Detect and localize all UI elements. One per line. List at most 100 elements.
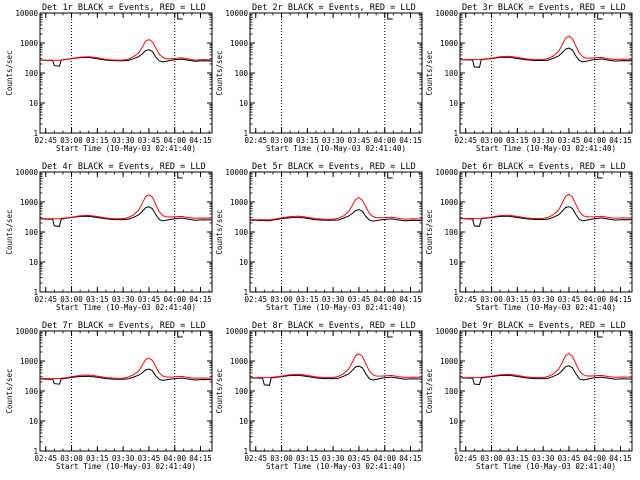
- y-tick-label: 10000: [225, 9, 248, 18]
- y-tick-label: 1000: [230, 39, 249, 48]
- x-tick-label: 04:15: [399, 454, 422, 463]
- y-axis-label: Counts/sec: [215, 209, 224, 254]
- y-tick-label: 1000: [230, 357, 249, 366]
- x-tick-label: 03:00: [480, 136, 503, 145]
- y-axis-label: Counts/sec: [425, 50, 434, 95]
- x-tick-label: 03:45: [138, 295, 161, 304]
- x-tick-label: 03:45: [558, 136, 581, 145]
- x-tick-label: 04:00: [583, 136, 606, 145]
- y-tick-label: 10: [449, 258, 459, 267]
- x-tick-label: 03:00: [60, 454, 83, 463]
- x-tick-label: 03:45: [348, 295, 371, 304]
- detector-panel: Det 4r BLACK = Events, RED = LLD 1 10 100 10…: [5, 162, 213, 312]
- x-tick-label: 02:45: [244, 295, 267, 304]
- interval-bracket: [597, 331, 603, 338]
- y-tick-label: 10: [29, 99, 39, 108]
- x-tick-label: 04:15: [609, 454, 632, 463]
- interval-bracket: [177, 331, 183, 338]
- x-axis-label: Start Time (10-May-03 02:41:40): [266, 144, 406, 153]
- y-tick-label: 10000: [435, 327, 458, 336]
- events-series-line: [249, 365, 423, 386]
- x-tick-label: 03:45: [138, 454, 161, 463]
- y-tick-label: 1: [243, 288, 248, 297]
- panel-title: Det 2r BLACK = Events, RED = LLD: [252, 3, 416, 13]
- events-series-line: [459, 47, 633, 68]
- x-tick-label: 03:00: [60, 136, 83, 145]
- y-tick-label: 100: [234, 228, 248, 237]
- plot-frame: [249, 12, 423, 134]
- x-tick-label: 03:15: [506, 295, 529, 304]
- y-axis-label: Counts/sec: [425, 209, 434, 254]
- interval-bracket: [387, 331, 393, 338]
- y-tick-label: 10: [239, 99, 249, 108]
- x-tick-label: 03:00: [270, 295, 293, 304]
- y-tick-label: 1000: [20, 357, 39, 366]
- events-series-line: [39, 206, 213, 227]
- y-tick-label: 10: [239, 417, 249, 426]
- x-tick-label: 03:15: [86, 454, 109, 463]
- x-tick-label: 03:45: [558, 454, 581, 463]
- panel-title: Det 8r BLACK = Events, RED = LLD: [252, 321, 416, 331]
- y-tick-label: 100: [24, 69, 38, 78]
- interval-bracket: [177, 13, 183, 20]
- y-tick-label: 100: [444, 69, 458, 78]
- plot-frame: [459, 330, 633, 452]
- lld-series-line: [459, 353, 633, 379]
- x-tick-label: 04:15: [399, 136, 422, 145]
- x-tick-label: 03:30: [112, 295, 135, 304]
- y-tick-label: 10: [449, 99, 459, 108]
- x-tick-label: 03:30: [112, 454, 135, 463]
- x-tick-label: 03:30: [532, 295, 555, 304]
- x-tick-label: 02:45: [34, 136, 57, 145]
- x-tick-label: 03:45: [348, 454, 371, 463]
- x-tick-label: 04:00: [163, 454, 186, 463]
- x-tick-label: 04:00: [583, 454, 606, 463]
- y-tick-label: 100: [444, 228, 458, 237]
- x-tick-label: 03:30: [322, 136, 345, 145]
- x-tick-label: 03:00: [60, 295, 83, 304]
- x-tick-label: 03:15: [296, 454, 319, 463]
- x-tick-label: 02:45: [454, 136, 477, 145]
- detector-panel: Det 6r BLACK = Events, RED = LLD 1 10 100 10…: [425, 162, 633, 312]
- x-tick-label: 02:45: [244, 136, 267, 145]
- x-tick-label: 03:15: [506, 136, 529, 145]
- y-tick-label: 100: [24, 387, 38, 396]
- x-axis-label: Start Time (10-May-03 02:41:40): [56, 462, 196, 471]
- panel-title: Det 3r BLACK = Events, RED = LLD: [462, 3, 626, 13]
- x-tick-label: 02:45: [454, 454, 477, 463]
- x-tick-label: 03:00: [480, 454, 503, 463]
- detector-panel: Det 5r BLACK = Events, RED = LLD 1 10 100 10…: [215, 162, 423, 312]
- lld-series-line: [39, 357, 213, 380]
- y-tick-label: 1000: [20, 198, 39, 207]
- y-tick-label: 1000: [230, 198, 249, 207]
- panel-title: Det 7r BLACK = Events, RED = LLD: [42, 321, 206, 331]
- x-tick-label: 03:30: [322, 454, 345, 463]
- x-tick-label: 04:00: [163, 136, 186, 145]
- x-tick-label: 03:15: [296, 136, 319, 145]
- y-tick-label: 1: [453, 288, 458, 297]
- x-tick-label: 04:15: [189, 136, 212, 145]
- x-tick-label: 04:00: [583, 295, 606, 304]
- y-axis-label: Counts/sec: [425, 368, 434, 413]
- x-tick-label: 04:00: [373, 295, 396, 304]
- y-axis-label: Counts/sec: [215, 368, 224, 413]
- plot-frame: [39, 330, 213, 452]
- x-tick-label: 03:15: [506, 454, 529, 463]
- x-tick-label: 03:00: [270, 136, 293, 145]
- x-tick-label: 02:45: [454, 295, 477, 304]
- plot-frame: [39, 171, 213, 293]
- y-tick-label: 10000: [225, 168, 248, 177]
- events-series-line: [249, 209, 423, 222]
- x-axis-label: Start Time (10-May-03 02:41:40): [266, 462, 406, 471]
- panel-title: Det 4r BLACK = Events, RED = LLD: [42, 162, 206, 172]
- x-tick-label: 04:00: [373, 136, 396, 145]
- y-tick-label: 10000: [15, 9, 38, 18]
- interval-bracket: [387, 13, 393, 20]
- x-tick-label: 03:15: [296, 295, 319, 304]
- events-series-line: [39, 49, 213, 67]
- x-tick-label: 03:45: [138, 136, 161, 145]
- y-tick-label: 1: [243, 447, 248, 456]
- detector-panel: Det 1r BLACK = Events, RED = LLD 1 10 100 10…: [5, 3, 213, 153]
- y-tick-label: 1000: [440, 39, 459, 48]
- detector-panel: Det 7r BLACK = Events, RED = LLD 1 10 100 10…: [5, 321, 213, 471]
